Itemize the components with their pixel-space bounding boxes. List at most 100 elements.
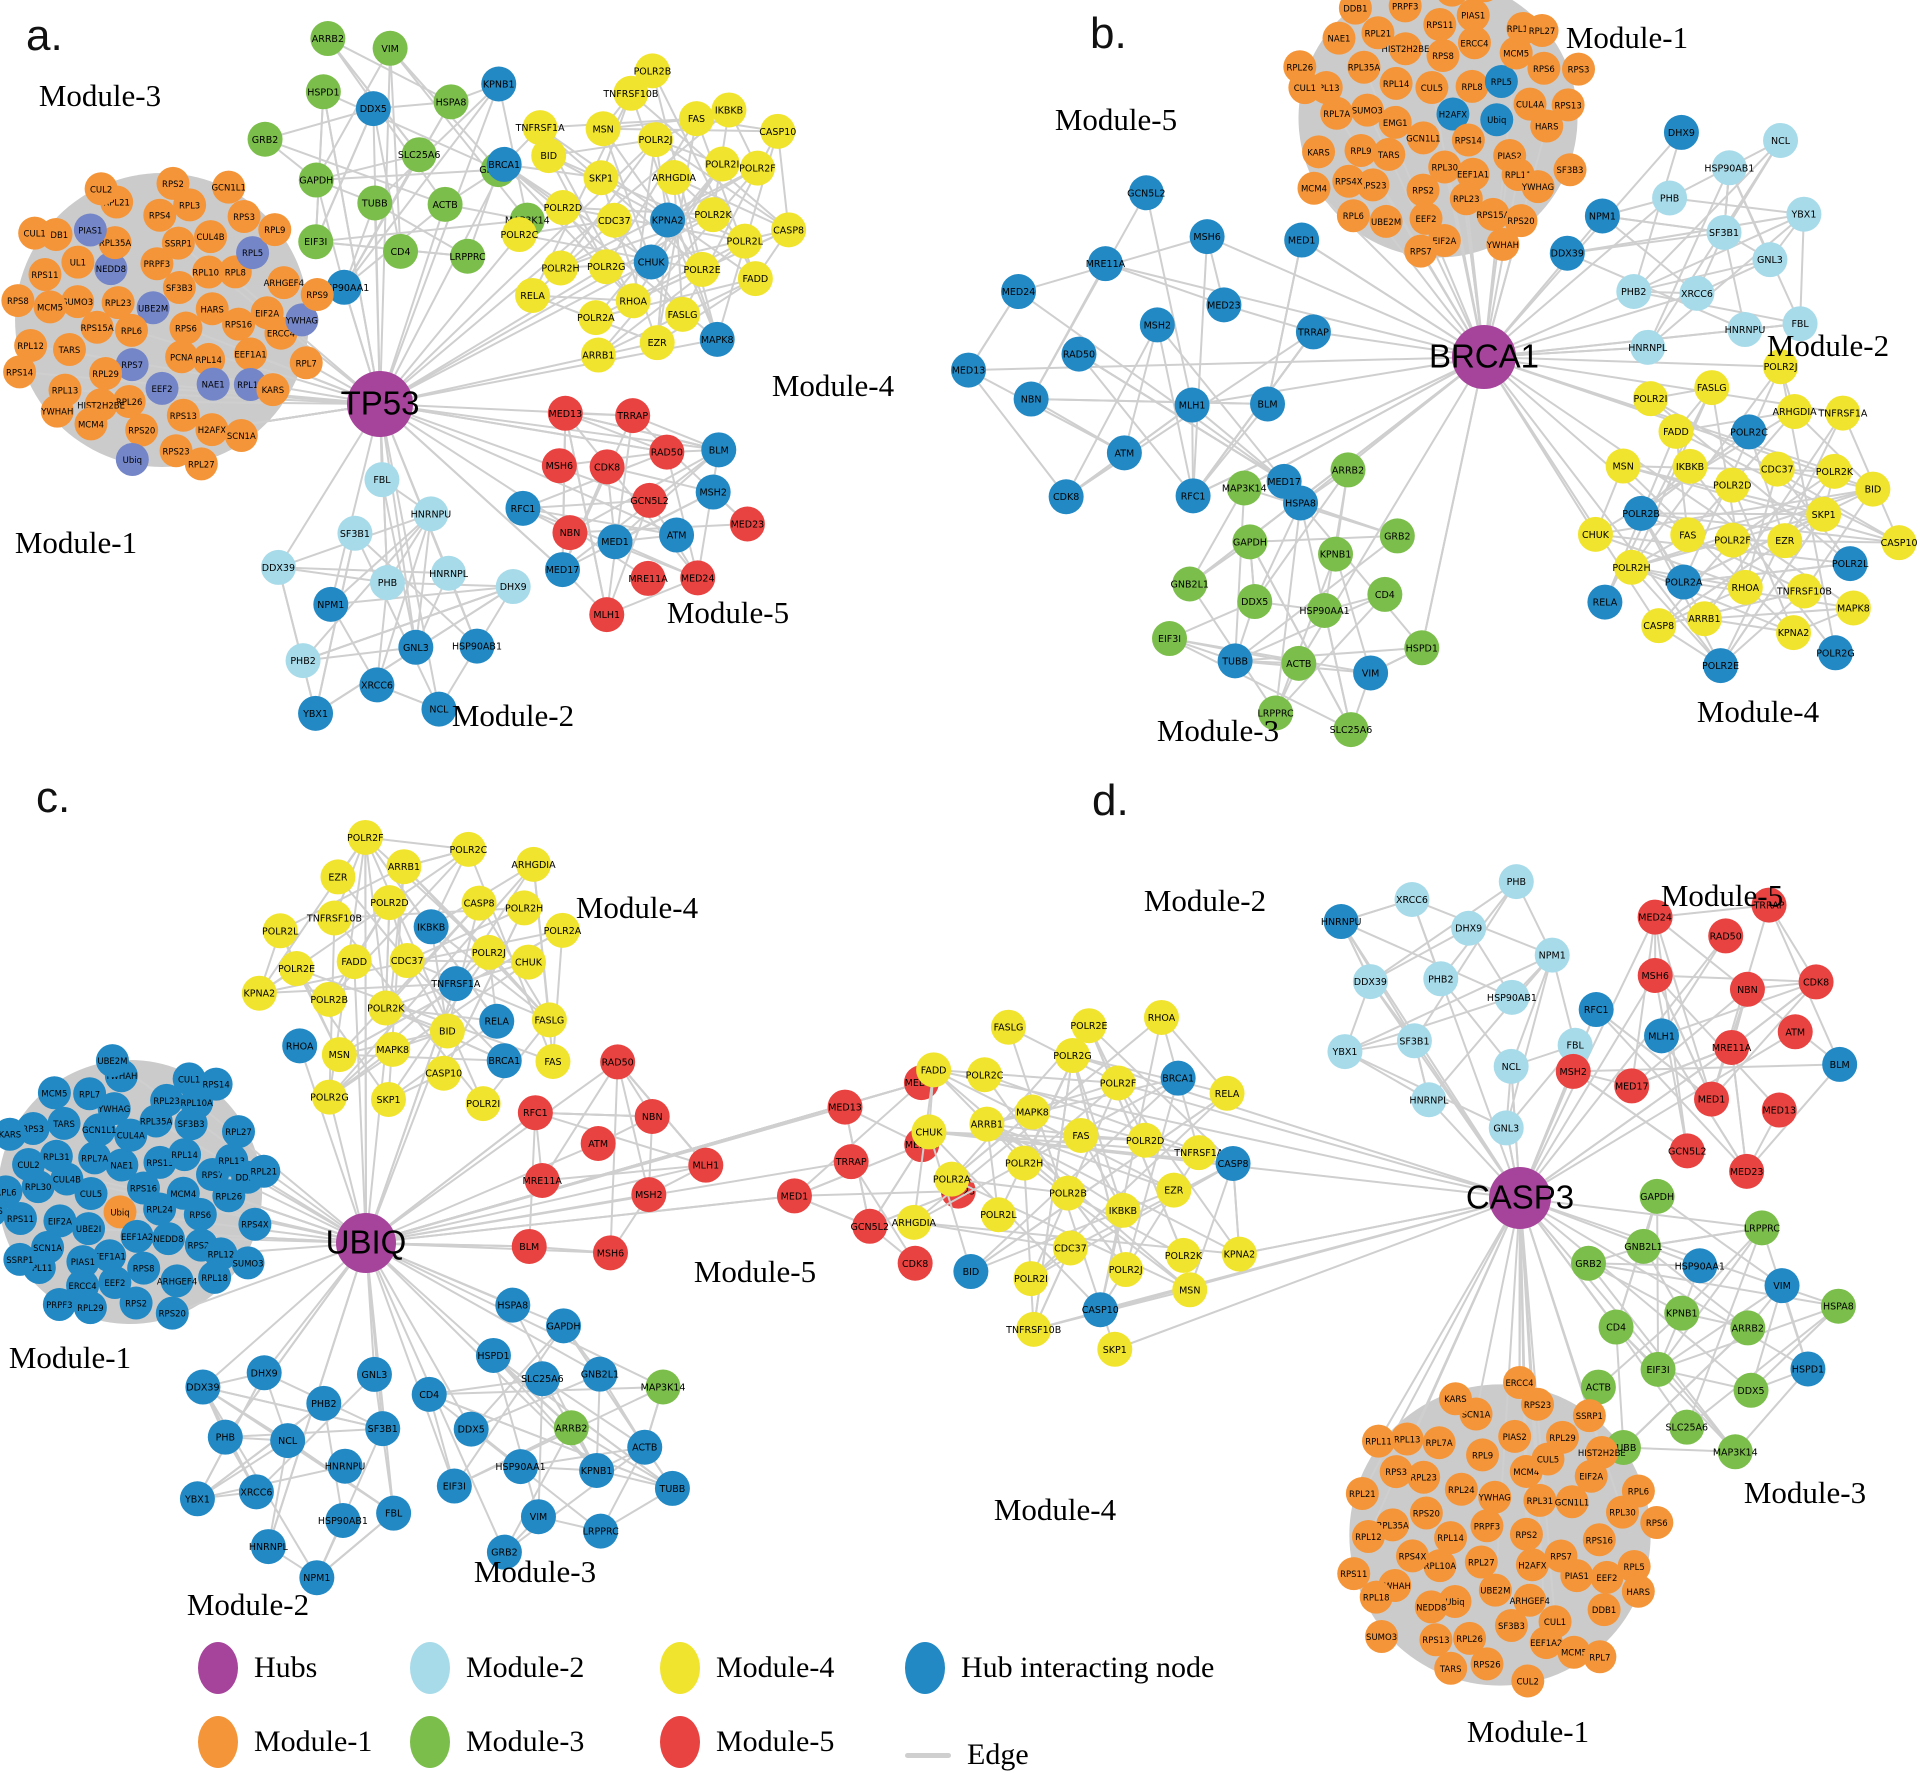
node-PRPF3[interactable]: PRPF3	[1470, 1509, 1504, 1543]
node-CDK8[interactable]: CDK8	[589, 449, 625, 485]
node-PHB[interactable]: PHB	[207, 1419, 243, 1455]
node-RPL9[interactable]: RPL9	[1466, 1438, 1500, 1472]
node-RPS11[interactable]: RPS11	[3, 1201, 37, 1235]
node-RPS4X[interactable]: RPS4X	[1395, 1539, 1429, 1573]
node-MSN[interactable]: MSN	[585, 111, 621, 147]
node-RPL14[interactable]: RPL14	[1434, 1521, 1468, 1555]
node-HSPA8[interactable]: HSPA8	[1820, 1288, 1856, 1324]
node-FADD[interactable]: FADD	[1658, 413, 1694, 449]
node-MED13[interactable]: MED13	[827, 1089, 863, 1125]
node-TARS[interactable]: TARS	[1434, 1651, 1468, 1685]
node-NCL[interactable]: NCL	[270, 1423, 306, 1459]
node-RPL10A[interactable]: RPL10A	[1423, 1549, 1457, 1583]
node-GRB2[interactable]: GRB2	[1379, 518, 1415, 554]
node-BID[interactable]: BID	[429, 1013, 465, 1049]
node-SKP1[interactable]: SKP1	[1806, 496, 1842, 532]
node-CASP10[interactable]: CASP10	[425, 1055, 462, 1091]
node-FADD[interactable]: FADD	[916, 1052, 952, 1088]
node-HIST2H2BE[interactable]: HIST2H2BE	[1578, 1436, 1626, 1470]
node-VIM[interactable]: VIM	[1353, 655, 1389, 691]
node-RPS15A[interactable]: RPS15A	[81, 310, 114, 344]
node-TNFRSF10B[interactable]: TNFRSF10B	[1776, 573, 1832, 609]
node-POLR2K[interactable]: POLR2K	[1165, 1237, 1203, 1273]
node-HIST2H2BE[interactable]: HIST2H2BE	[1382, 32, 1430, 66]
node-HARS[interactable]: HARS	[195, 292, 229, 326]
node-RHOA[interactable]: RHOA	[1143, 999, 1179, 1035]
node-MED17[interactable]: MED17	[1614, 1068, 1650, 1104]
node-BRCA1[interactable]: BRCA1	[486, 146, 522, 182]
node-CD4[interactable]: CD4	[383, 233, 419, 269]
node-SLC25A6[interactable]: SLC25A6	[398, 137, 441, 173]
node-EMG1[interactable]: EMG1	[1378, 105, 1412, 139]
node-SLC25A6[interactable]: SLC25A6	[521, 1361, 564, 1397]
node-RPL12[interactable]: RPL12	[1435, 0, 1468, 7]
node-DDX5[interactable]: DDX5	[1237, 584, 1273, 620]
node-GAPDH[interactable]: GAPDH	[1232, 524, 1268, 560]
node-MED1[interactable]: MED1	[1284, 222, 1320, 258]
node-POLR2C[interactable]: POLR2C	[966, 1057, 1004, 1093]
node-POLR2I[interactable]: POLR2I	[1013, 1261, 1049, 1297]
node-Ubiq[interactable]: Ubiq	[1480, 103, 1514, 137]
node-NEDD8[interactable]: NEDD8	[94, 252, 128, 286]
node-CASP10[interactable]: CASP10	[1082, 1292, 1119, 1328]
node-UL1[interactable]: UL1	[61, 245, 95, 279]
node-RPS23[interactable]: RPS23	[1521, 1387, 1555, 1421]
node-RPS4[interactable]: RPS4	[143, 198, 177, 232]
node-ARRB2[interactable]: ARRB2	[1730, 1310, 1766, 1346]
node-RHOA[interactable]: RHOA	[1727, 569, 1763, 605]
node-RPL26[interactable]: RPL26	[1453, 1621, 1487, 1655]
node-POLR2E[interactable]: POLR2E	[1702, 648, 1739, 684]
node-RPS7[interactable]: RPS7	[115, 348, 149, 382]
node-NEDD8[interactable]: NEDD8	[1414, 1590, 1448, 1624]
node-LRPPRC[interactable]: LRPPRC	[1258, 695, 1294, 731]
node-HNRNPL[interactable]: HNRNPL	[429, 555, 469, 591]
node-MED23[interactable]: MED23	[1729, 1153, 1765, 1189]
node-TUBB[interactable]: TUBB	[654, 1470, 690, 1506]
node-Ubiq[interactable]: Ubiq	[103, 1195, 137, 1229]
node-CDK8[interactable]: CDK8	[897, 1245, 933, 1281]
node-SUMO3[interactable]: SUMO3	[231, 1246, 265, 1280]
node-RAD50[interactable]: RAD50	[1708, 918, 1744, 954]
node-KPNA2[interactable]: KPNA2	[1776, 615, 1812, 651]
node-RPL18[interactable]: RPL18	[1359, 1580, 1393, 1614]
node-RPS20[interactable]: RPS20	[125, 413, 159, 447]
node-EIF3I[interactable]: EIF3I	[298, 224, 334, 260]
node-POLR2A[interactable]: POLR2A	[577, 300, 615, 336]
node-POLR2E[interactable]: POLR2E	[684, 251, 721, 287]
node-RPS13[interactable]: RPS13	[1551, 88, 1585, 122]
node-VIM[interactable]: VIM	[520, 1499, 556, 1535]
node-RPS15A[interactable]: RPS15A	[1477, 197, 1510, 231]
node-TARS[interactable]: TARS	[1372, 137, 1406, 171]
node-TNFRSF1A[interactable]: TNFRSF1A	[430, 966, 481, 1002]
node-MLH1[interactable]: MLH1	[688, 1147, 724, 1183]
node-POLR2K[interactable]: POLR2K	[694, 197, 732, 233]
node-POLR2K[interactable]: POLR2K	[367, 990, 405, 1026]
node-RPL11[interactable]: RPL11	[1362, 1424, 1396, 1458]
node-PHB2[interactable]: PHB2	[1423, 961, 1459, 997]
node-GRB2[interactable]: GRB2	[486, 1534, 522, 1570]
node-EZR[interactable]: EZR	[1156, 1172, 1192, 1208]
node-RELA[interactable]: RELA	[1587, 584, 1623, 620]
node-ARRB2[interactable]: ARRB2	[1330, 452, 1366, 488]
node-HNRNPL[interactable]: HNRNPL	[1628, 329, 1668, 365]
node-HSP90AB1[interactable]: HSP90AB1	[318, 1502, 368, 1538]
node-RPL29[interactable]: RPL29	[73, 1291, 107, 1325]
node-POLR2H[interactable]: POLR2H	[1005, 1145, 1043, 1181]
node-YWHAG[interactable]: YWHAG	[1521, 170, 1555, 204]
node-GCN5L2[interactable]: GCN5L2	[1127, 175, 1166, 211]
node-FAS[interactable]: FAS	[678, 101, 714, 137]
node-PRPF3[interactable]: PRPF3	[42, 1287, 76, 1321]
node-ATM[interactable]: ATM	[580, 1125, 616, 1161]
node-KPNB1[interactable]: KPNB1	[1664, 1295, 1700, 1331]
node-IKBKB[interactable]: IKBKB	[1672, 448, 1708, 484]
node-ARHGDIA[interactable]: ARHGDIA	[511, 846, 556, 882]
node-RELA[interactable]: RELA	[479, 1003, 515, 1039]
node-MSH2[interactable]: MSH2	[695, 474, 731, 510]
node-NEDD8[interactable]: NEDD8	[151, 1222, 185, 1256]
node-POLR2D[interactable]: POLR2D	[544, 190, 582, 226]
node-RPL27[interactable]: RPL27	[1464, 1545, 1498, 1579]
node-CASP8[interactable]: CASP8	[771, 212, 807, 248]
node-MCM4[interactable]: MCM4	[1297, 171, 1331, 205]
node-FADD[interactable]: FADD	[737, 261, 773, 297]
node-IKBKB[interactable]: IKBKB	[413, 909, 449, 945]
